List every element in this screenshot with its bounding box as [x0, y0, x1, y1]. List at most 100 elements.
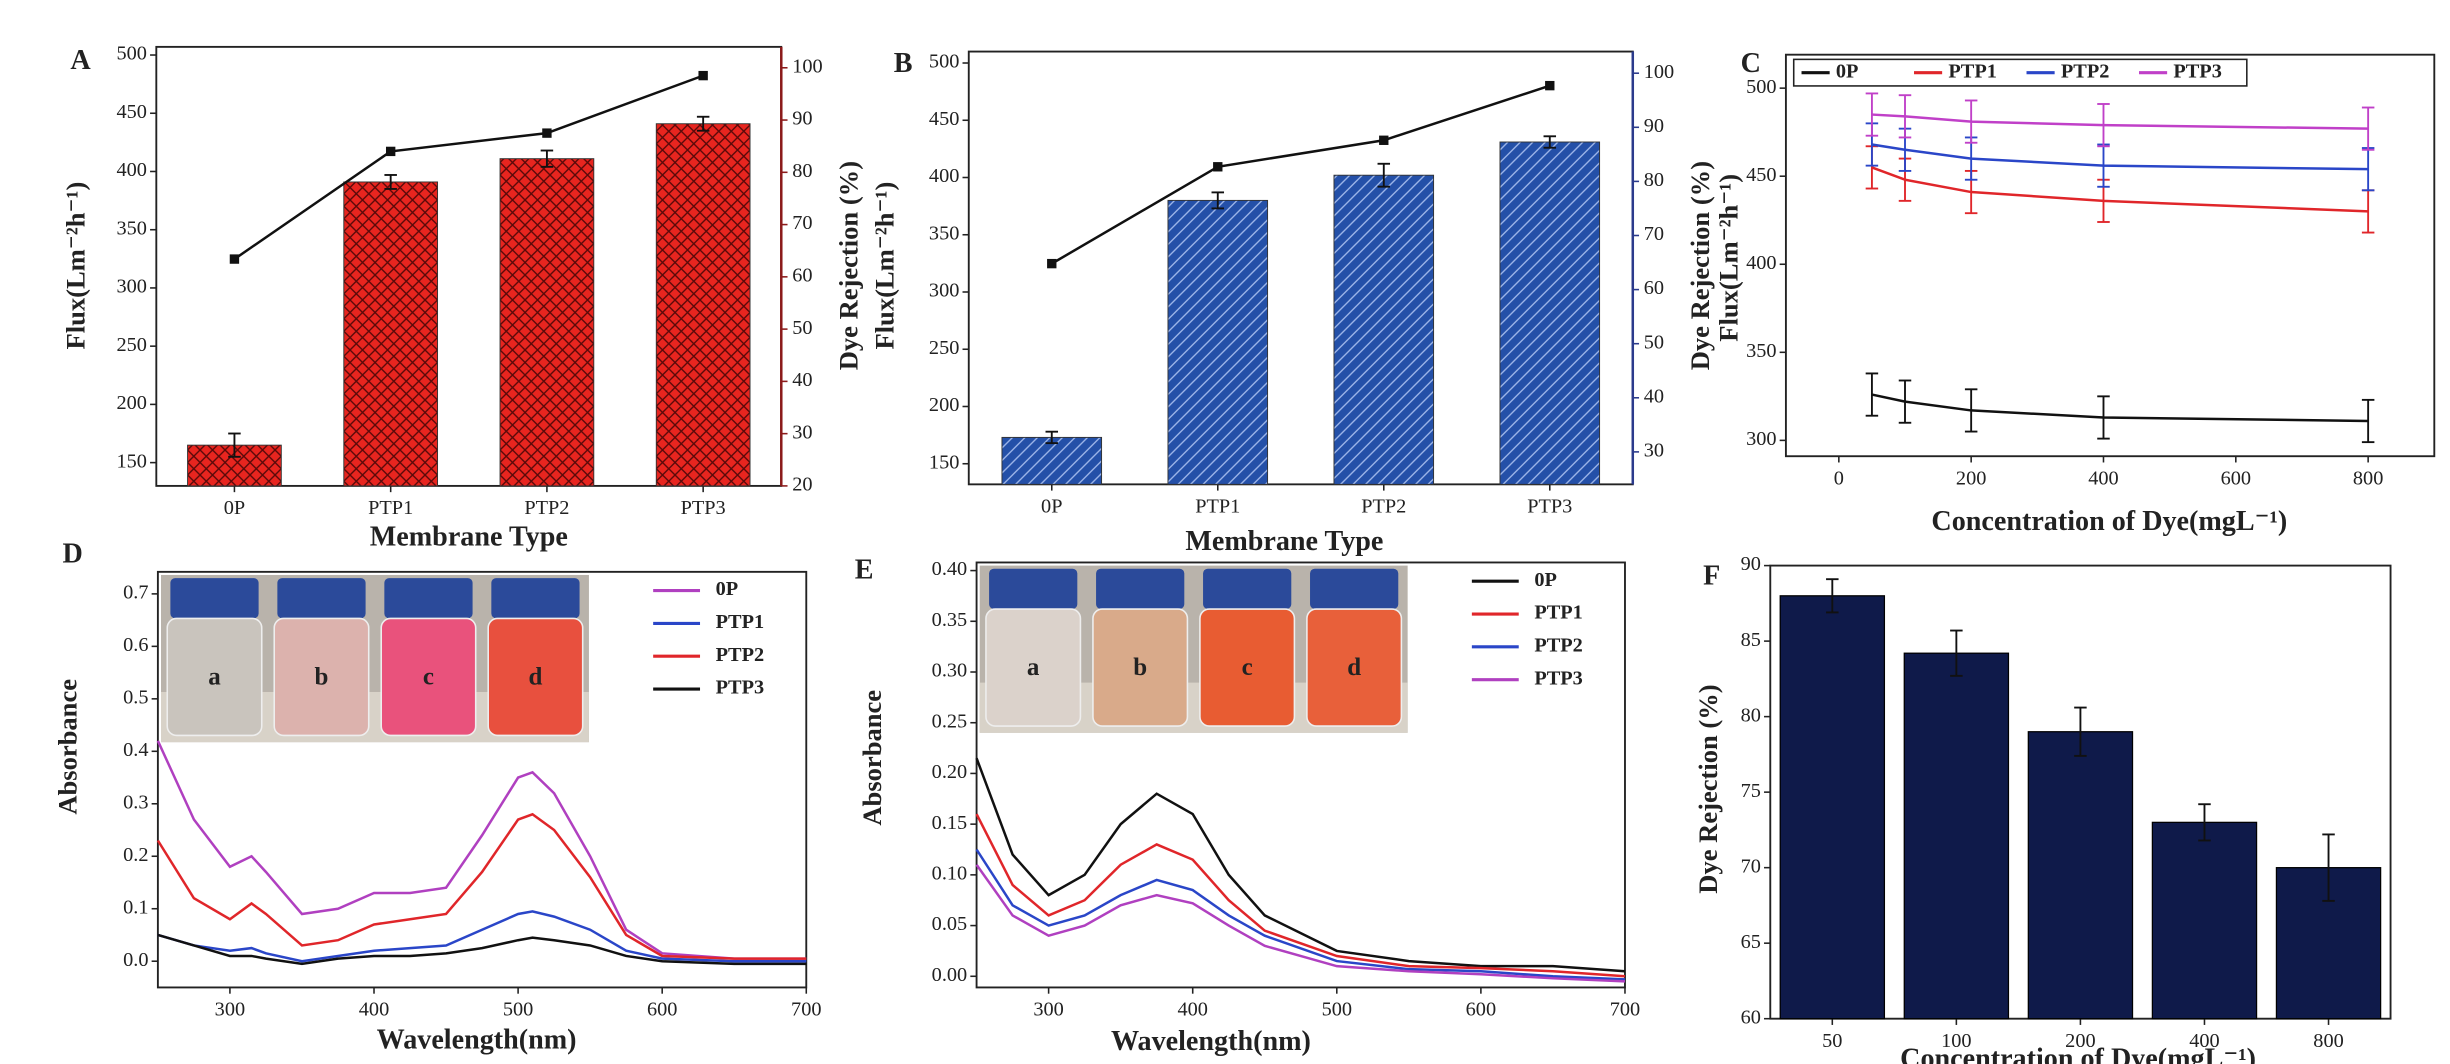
- line: [975, 757, 1626, 973]
- jar-label: d: [1347, 654, 1361, 681]
- x-tick-label: 400: [2189, 1030, 2219, 1052]
- y2-tick-label: 100: [792, 55, 822, 77]
- y-tick-label: 400: [116, 159, 146, 181]
- error-bar: [2322, 833, 2335, 902]
- jar-body: [166, 617, 263, 737]
- x-tick-label: 400: [2088, 467, 2118, 489]
- y2-tick-label: 90: [1644, 115, 1664, 137]
- legend-label: PTP1: [1948, 60, 1996, 82]
- x-tick-label: 400: [1177, 999, 1207, 1021]
- photo-inset: a b c d: [161, 574, 589, 743]
- legend: 0P PTP1 PTP2 PTP3: [653, 578, 764, 699]
- y-tick-label: 300: [116, 276, 146, 298]
- line-marker: [1379, 135, 1389, 145]
- y2-tick-label: 70: [792, 212, 812, 234]
- x-axis-title: Concentration of Dye(mgL⁻¹): [1931, 506, 2287, 537]
- bar: [1001, 436, 1103, 485]
- bar: [2151, 821, 2258, 1020]
- x-tick-label: 700: [1610, 999, 1640, 1021]
- panel-label: B: [894, 48, 913, 79]
- y-tick-label: 0.1: [123, 896, 148, 918]
- legend-label: PTP3: [716, 677, 764, 699]
- x-tick-label: 200: [1956, 467, 1986, 489]
- jar-cap: [384, 578, 473, 619]
- y-tick-label: 500: [116, 43, 146, 65]
- panel-label: F: [1703, 561, 1720, 592]
- legend-label: 0P: [1836, 60, 1859, 82]
- x-tick-label: PTP1: [368, 497, 413, 519]
- y-tick-label: 0.5: [123, 686, 148, 708]
- y-axis-title: Dye Rejection (%): [1693, 684, 1723, 893]
- y-tick-label: 350: [116, 217, 146, 239]
- line: [156, 812, 807, 960]
- x-tick-label: 600: [647, 999, 677, 1021]
- legend-label: PTP2: [716, 644, 764, 666]
- jar-body: [487, 617, 584, 737]
- line-marker: [1545, 80, 1555, 91]
- y-tick-label: 350: [1746, 340, 1776, 362]
- error-bar: [2198, 803, 2211, 842]
- y-tick-label: 0.35: [932, 609, 968, 631]
- x-tick-label: 300: [1033, 999, 1063, 1021]
- legend: 0P PTP1 PTP2 PTP3: [1792, 58, 2248, 87]
- jar-body: [1199, 608, 1296, 727]
- jar-label: d: [528, 663, 542, 690]
- x-tick-label: 500: [1322, 999, 1352, 1021]
- jar-body: [985, 608, 1082, 727]
- y-tick-label: 0.10: [932, 863, 968, 885]
- x-tick-label: 600: [2221, 467, 2251, 489]
- error-bar: [1211, 191, 1225, 210]
- error-bar: [2097, 395, 2110, 440]
- bar: [1779, 595, 1886, 1020]
- error-bar: [1045, 430, 1059, 445]
- plot-frame: [975, 561, 1626, 989]
- y-axis-title: Flux(Lm⁻²h⁻¹): [60, 182, 90, 350]
- line-marker: [698, 70, 708, 81]
- x-axis-title: Wavelength(nm): [1111, 1026, 1311, 1057]
- jar-body: [380, 617, 477, 737]
- line: [1871, 166, 2369, 213]
- y-tick-label: 150: [929, 451, 959, 473]
- y-axis-title: Absorbance: [52, 679, 82, 815]
- y2-tick-label: 60: [1644, 277, 1664, 299]
- line: [1051, 84, 1551, 265]
- bar: [1333, 174, 1435, 485]
- y-tick-label: 85: [1741, 629, 1761, 651]
- error-bar: [228, 432, 241, 458]
- jar-cap: [491, 578, 580, 619]
- y-tick-label: 0.25: [932, 710, 968, 732]
- error-bar: [1950, 629, 1963, 677]
- y2-tick-label: 40: [1644, 385, 1664, 407]
- plot-frame: [156, 570, 808, 989]
- y-tick-label: 60: [1741, 1006, 1761, 1028]
- bar: [1499, 141, 1601, 485]
- y-tick-label: 450: [1746, 164, 1776, 186]
- error-bar: [1865, 372, 1879, 417]
- line: [233, 74, 704, 261]
- legend-label: PTP1: [1534, 602, 1582, 624]
- y-tick-label: 0.40: [932, 558, 968, 580]
- panel-label: A: [70, 45, 91, 76]
- x-tick-label: 400: [359, 999, 389, 1021]
- legend-label: 0P: [716, 578, 739, 600]
- y-tick-label: 400: [1746, 252, 1776, 274]
- y-tick-label: 500: [1746, 76, 1776, 98]
- jar-body: [1306, 608, 1403, 727]
- error-bar: [1964, 99, 1978, 144]
- y2-tick-label: 80: [1644, 169, 1664, 191]
- y-tick-label: 0.15: [932, 812, 968, 834]
- jar-cap: [170, 578, 259, 619]
- x-tick-label: 100: [1941, 1030, 1971, 1052]
- panel-label: D: [63, 539, 83, 570]
- y-tick-label: 0.3: [123, 791, 148, 813]
- bar: [1167, 199, 1269, 485]
- x-tick-label: 500: [503, 999, 533, 1021]
- error-bar: [2361, 398, 2375, 444]
- x-tick-label: 50: [1822, 1030, 1842, 1052]
- y-tick-label: 200: [116, 392, 146, 414]
- error-bar: [1898, 379, 1912, 424]
- legend-label: PTP1: [716, 611, 764, 633]
- error-bar: [2097, 103, 2110, 148]
- line-marker: [385, 146, 396, 157]
